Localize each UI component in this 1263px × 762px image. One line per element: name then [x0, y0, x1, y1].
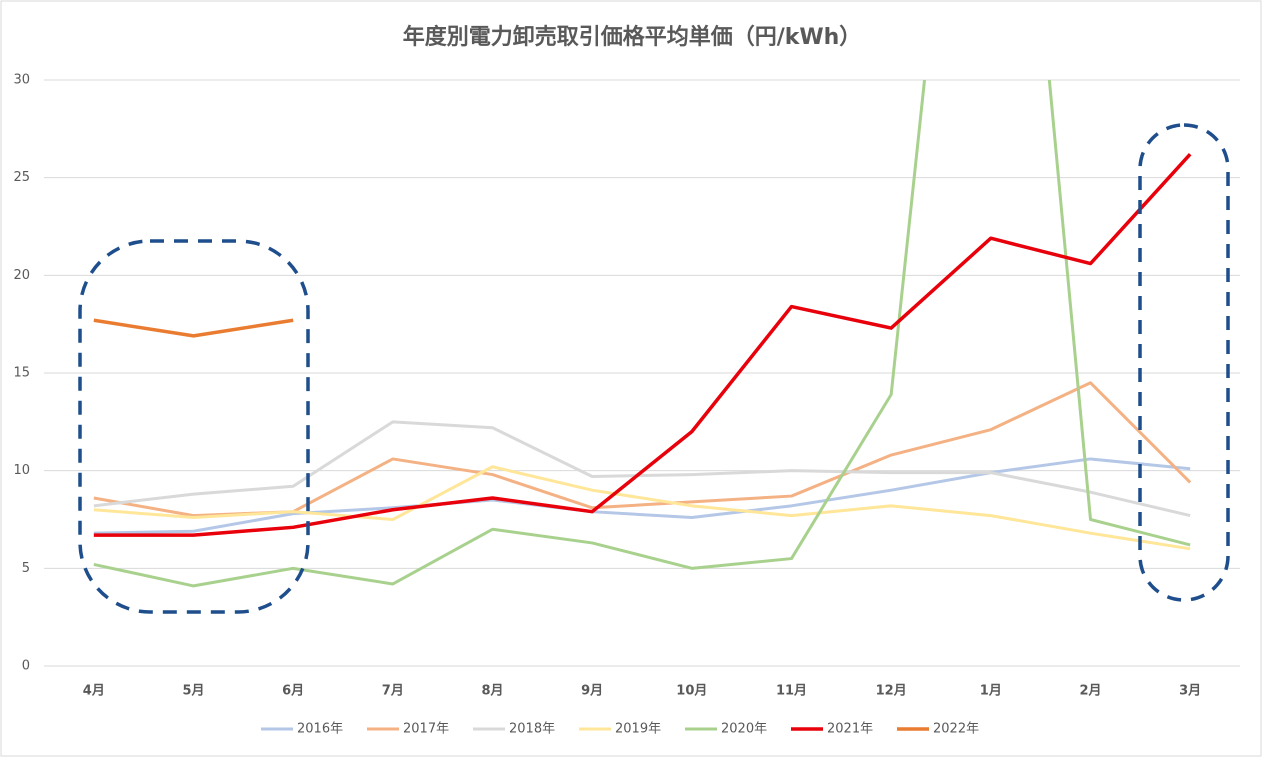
x-tick-label: 3月	[1179, 684, 1201, 699]
x-tick-label: 9月	[581, 684, 603, 699]
x-tick-label: 12月	[876, 684, 907, 699]
y-tick-label: 25	[13, 170, 30, 185]
legend-label: 2017年	[403, 722, 449, 737]
legend-label: 2021年	[827, 722, 873, 737]
legend-label: 2019年	[615, 722, 661, 737]
y-tick-label: 0	[22, 659, 30, 674]
x-tick-label: 8月	[481, 684, 503, 699]
x-tick-label: 10月	[676, 684, 707, 699]
lines	[93, 80, 1192, 588]
series-line	[93, 465, 1191, 551]
legend-label: 2018年	[509, 722, 555, 737]
chart-title: 年度別電力卸売取引価格平均単価（円/kWh）	[403, 24, 862, 50]
x-tick-label: 2月	[1079, 684, 1101, 699]
series-line	[93, 457, 1191, 535]
y-tick-label: 5	[22, 561, 30, 576]
series-line	[93, 153, 1192, 537]
y-tick-label: 15	[13, 366, 30, 381]
legend: 2016年 2017年 2018年 2019年 2020年 2021年 2022年	[261, 722, 979, 737]
annotations	[78, 123, 1230, 614]
series-line	[93, 318, 294, 338]
x-tick-label: 4月	[83, 684, 105, 699]
legend-label: 2022年	[933, 722, 979, 737]
x-tick-label: 7月	[382, 684, 404, 699]
y-tick-label: 30	[13, 73, 30, 88]
legend-label: 2016年	[297, 722, 343, 737]
legend-label: 2020年	[721, 722, 767, 737]
y-tick-label: 10	[13, 463, 30, 478]
series-line	[93, 420, 1191, 518]
grid: 0 5 10 15 20 25 30 4月 5月 6月 7月 8月 9月 10月 11月 12月 1月 2月 3月	[13, 73, 1240, 699]
highlight-box	[78, 239, 310, 614]
series-line	[93, 80, 1191, 588]
highlight-box	[1138, 123, 1230, 602]
y-tick-label: 20	[13, 268, 30, 283]
x-tick-label: 11月	[776, 684, 807, 699]
x-tick-label: 6月	[282, 684, 304, 699]
x-tick-label: 5月	[182, 684, 204, 699]
x-tick-label: 1月	[980, 684, 1002, 699]
